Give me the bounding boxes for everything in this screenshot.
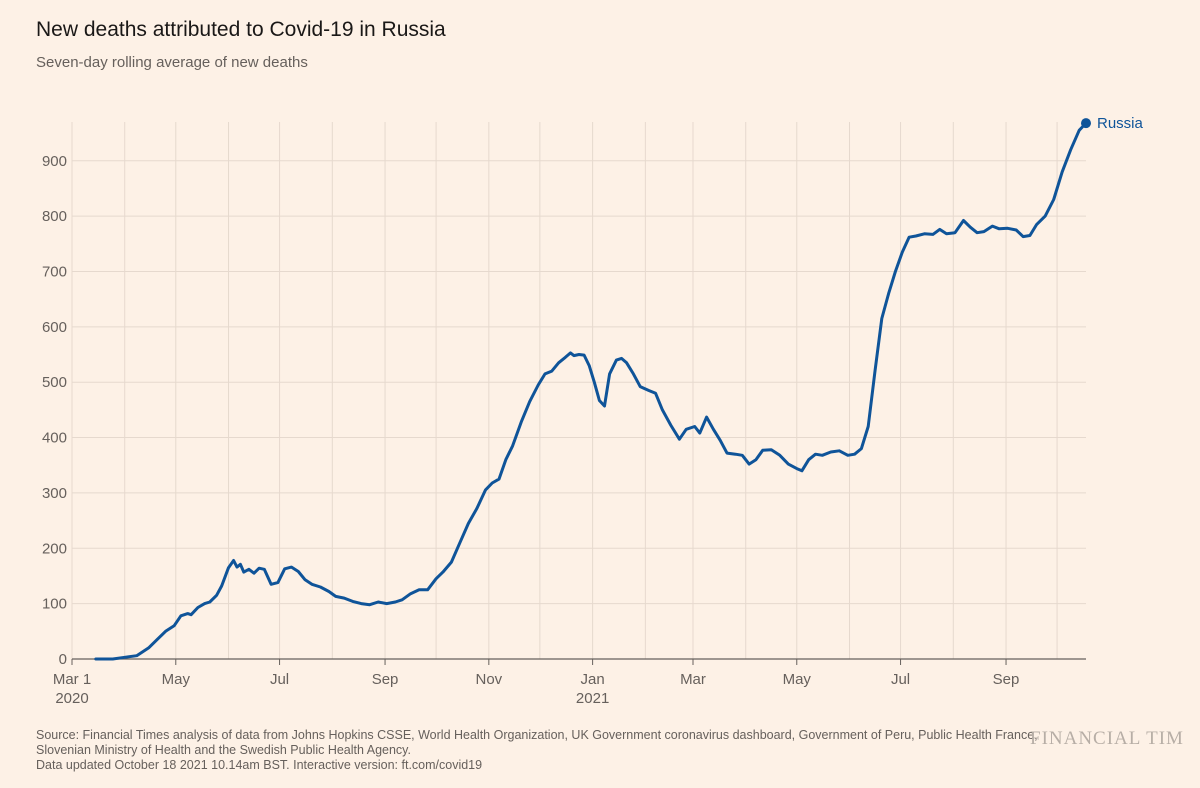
x-tick-label: Mar 1: [53, 671, 91, 688]
x-tick-label: Nov: [475, 671, 502, 688]
y-tick-label: 100: [42, 596, 67, 613]
grid-layer: [71, 122, 1086, 659]
axis-layer: 0 100 200 300 400 500 600 700 800 900 Mar 1 2020 May…: [42, 153, 1086, 707]
series-layer: Russia: [94, 115, 1144, 661]
y-tick-label: 500: [42, 374, 67, 391]
x-tick-label: Jul: [891, 671, 910, 688]
source-note: Source: Financial Times analysis of data…: [36, 728, 1038, 773]
series-end-dot: [1081, 118, 1091, 129]
x-tick-label: Mar: [680, 671, 706, 688]
chart-subtitle: Seven-day rolling average of new deaths: [36, 54, 308, 71]
series-line-russia: [94, 121, 1088, 661]
y-tick-label: 0: [59, 651, 67, 668]
x-tick-label: Jul: [270, 671, 289, 688]
x-tick-label: Jan: [581, 671, 605, 688]
line-chart: 0 100 200 300 400 500 600 700 800 900 Mar 1 2020 May…: [42, 115, 1144, 707]
y-tick-label: 800: [42, 208, 67, 225]
y-tick-label: 600: [42, 319, 67, 336]
source-line-2: Slovenian Ministry of Health and the Swe…: [36, 743, 411, 757]
x-tick-label: May: [783, 671, 812, 688]
y-tick-label: 300: [42, 485, 67, 502]
x-tick-year-label: 2020: [55, 690, 88, 707]
source-line-1: Source: Financial Times analysis of data…: [36, 728, 1038, 742]
y-tick-label: 700: [42, 263, 67, 280]
y-tick-label: 400: [42, 430, 67, 447]
source-line-3: Data updated October 18 2021 10.14am BST…: [36, 758, 483, 772]
x-tick-label: Sep: [372, 671, 399, 688]
chart-title: New deaths attributed to Covid-19 in Rus…: [36, 18, 446, 41]
y-tick-label: 200: [42, 540, 67, 557]
brand-logo: FINANCIAL TIM: [1030, 728, 1184, 749]
x-tick-label: May: [162, 671, 191, 688]
y-tick-label: 900: [42, 153, 67, 170]
x-tick-year-label: 2021: [576, 690, 609, 707]
series-end-label: Russia: [1097, 115, 1144, 132]
x-tick-label: Sep: [993, 671, 1020, 688]
